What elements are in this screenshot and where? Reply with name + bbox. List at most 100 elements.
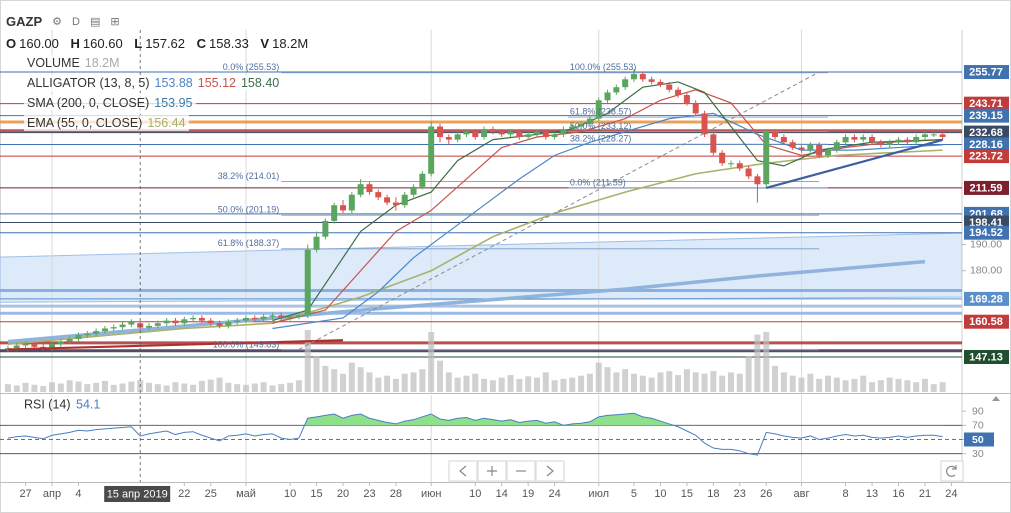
y-tick-label: 50 [972, 434, 984, 446]
volume-bar [701, 373, 708, 392]
candle-body [216, 323, 223, 326]
candle-body [119, 324, 126, 328]
volume-bar [154, 384, 161, 392]
x-tick-label: 13 [866, 488, 878, 500]
indicators-icon[interactable]: ▤ [89, 16, 101, 28]
x-tick-label: авг [794, 488, 810, 500]
price-panel: 0.0% (255.53) 38.2% (214.01) 50.0% (201.19… [0, 30, 962, 393]
candle-body [727, 163, 734, 165]
legend-name: SMA (200, 0, CLOSE) [27, 96, 150, 110]
symbol: GAZP [6, 14, 43, 29]
legend-item[interactable]: ALLIGATOR (13, 8, 5) 153.88 155.12 158.40 [24, 75, 283, 91]
volume-bar [384, 375, 391, 392]
volume-bar [727, 372, 734, 392]
volume-bar [807, 373, 814, 392]
volume-bar [410, 372, 417, 392]
price-label: 239.15 [969, 110, 1003, 122]
candle-body [22, 344, 29, 346]
rsi-title: RSI (14) [24, 397, 71, 411]
legend-name: ALLIGATOR (13, 8, 5) [27, 76, 150, 90]
button-next[interactable] [535, 460, 565, 482]
fib-label: 38.2% (228.27) [570, 134, 632, 144]
price-label: 194.52 [969, 227, 1003, 239]
ohlc-key: L [134, 36, 143, 51]
nav-buttons[interactable] [448, 396, 1000, 482]
volume-bar [101, 380, 108, 392]
candle-body [816, 144, 823, 156]
interval[interactable]: D [72, 15, 80, 28]
volume-bar [401, 373, 408, 392]
candle-body [824, 150, 831, 156]
settings-icon[interactable]: ⚙ [52, 16, 62, 28]
legend-item[interactable]: EMA (55, 0, CLOSE) 156.44 [24, 115, 189, 131]
legend-item[interactable]: VOLUME 18.2M [24, 55, 123, 71]
volume-bar [648, 377, 655, 392]
candle-body [807, 144, 814, 151]
volume-bar [745, 356, 752, 392]
ohlc-key: H [70, 36, 80, 51]
candle-body [789, 142, 796, 148]
fib-label: 100.0% (149.83) [213, 339, 280, 349]
trend-line [765, 138, 943, 189]
crosshair-box [104, 486, 171, 502]
candle-body [472, 131, 479, 138]
candle-body [780, 137, 787, 143]
candle-body [146, 325, 153, 328]
volume-bar [833, 377, 840, 392]
icon-collapse[interactable] [992, 396, 1000, 406]
volume-bar [225, 382, 232, 392]
volume-bar [692, 372, 699, 392]
x-tick-label: 18 [707, 488, 719, 500]
price-label: 223.72 [969, 151, 1003, 163]
candle-body [260, 316, 267, 320]
volume-bar [481, 378, 488, 392]
volume-bar [630, 373, 637, 392]
icon [946, 465, 957, 477]
button-prev[interactable] [448, 460, 478, 482]
candle-body [172, 320, 179, 324]
candle-body [745, 168, 752, 177]
candle-body [251, 317, 258, 320]
candle-body [763, 131, 770, 185]
fib-label: 0.0% (211.59) [570, 177, 626, 187]
volume-bar [842, 380, 849, 392]
candle-body [207, 320, 214, 324]
volume-bar [13, 385, 20, 392]
y-tick-label: 30 [972, 448, 984, 460]
candle-body [578, 123, 585, 127]
button-reset[interactable] [940, 460, 964, 482]
volume-bar [110, 384, 117, 392]
price-box [964, 314, 1009, 329]
volume-bar [604, 367, 611, 392]
volume-bar [163, 385, 170, 392]
volume-bar [772, 365, 779, 392]
candle-body [701, 113, 708, 135]
candle-body [930, 134, 937, 136]
candle-body [648, 79, 655, 82]
candle-body [57, 341, 64, 345]
volume-bar [22, 382, 29, 392]
volume-bar [930, 384, 937, 392]
fib-label: 50.0% (201.19) [218, 205, 280, 215]
candle-body [463, 131, 470, 135]
candle-body [498, 131, 505, 135]
candle-body [331, 205, 338, 221]
indicator-line [272, 112, 943, 330]
volume-bar [84, 384, 91, 392]
fib-label: 100.0% (255.53) [570, 62, 637, 72]
x-tick-label: 26 [760, 488, 772, 500]
compare-icon[interactable]: ⊞ [110, 16, 120, 28]
price-box [964, 137, 1009, 152]
volume-bar [904, 380, 911, 392]
legend-item[interactable]: SMA (200, 0, CLOSE) 153.95 [24, 95, 196, 111]
candle-body [154, 323, 161, 326]
volume-bar [357, 367, 364, 392]
ohlc-value: 18.2M [272, 36, 309, 51]
candle-body [895, 139, 902, 143]
volume-bar [851, 378, 858, 392]
x-tick-label: 27 [19, 488, 31, 500]
fib-label: 50.0% (233.12) [570, 121, 632, 131]
volume-bar [340, 373, 347, 392]
candle-body [348, 194, 355, 211]
volume-bar [498, 377, 505, 392]
